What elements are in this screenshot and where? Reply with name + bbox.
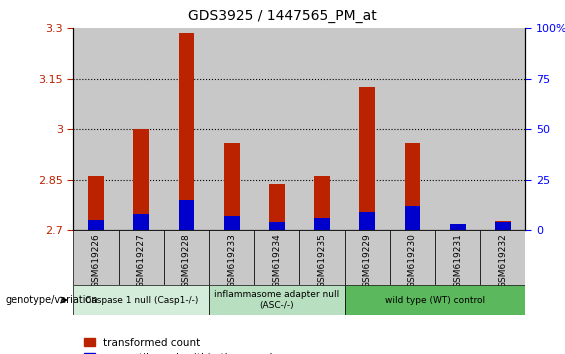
Bar [73,285,209,315]
Bar [179,200,194,230]
Text: Caspase 1 null (Casp1-/-): Caspase 1 null (Casp1-/-) [85,296,198,304]
Bar [345,285,525,315]
Text: wild type (WT) control: wild type (WT) control [385,296,485,304]
Bar [359,212,375,230]
Text: GSM619231: GSM619231 [453,233,462,288]
Bar [345,230,390,285]
Legend: transformed count, percentile rank within the sample: transformed count, percentile rank withi… [84,338,279,354]
Bar [299,230,345,285]
Bar [450,224,466,230]
Bar [450,224,466,230]
Bar [314,218,330,230]
Bar [359,87,375,230]
Bar [73,230,119,285]
Bar [224,216,240,230]
Bar [405,143,420,230]
Bar [179,33,194,230]
Bar [495,222,511,230]
Text: GSM619233: GSM619233 [227,233,236,288]
Text: inflammasome adapter null
(ASC-/-): inflammasome adapter null (ASC-/-) [214,290,340,310]
Bar [269,184,285,230]
Text: GSM619229: GSM619229 [363,233,372,287]
Bar [435,230,480,285]
Text: GSM619226: GSM619226 [92,233,101,287]
Bar [254,230,299,285]
Text: GSM619234: GSM619234 [272,233,281,287]
Bar [269,222,285,230]
Text: GSM619235: GSM619235 [318,233,327,288]
Text: genotype/variation: genotype/variation [6,295,98,305]
Bar [88,220,104,230]
Bar [314,176,330,230]
Bar [224,143,240,230]
Bar [164,230,209,285]
Bar [209,285,345,315]
Bar [133,129,149,230]
Bar [133,214,149,230]
Text: GSM619230: GSM619230 [408,233,417,288]
Bar [390,230,435,285]
Text: GSM619232: GSM619232 [498,233,507,287]
Text: GDS3925 / 1447565_PM_at: GDS3925 / 1447565_PM_at [188,9,377,23]
Text: GSM619228: GSM619228 [182,233,191,287]
Text: GSM619227: GSM619227 [137,233,146,287]
Bar [495,221,511,230]
Bar [209,230,254,285]
Bar [480,230,525,285]
Bar [88,176,104,230]
Bar [119,230,164,285]
Bar [405,206,420,230]
